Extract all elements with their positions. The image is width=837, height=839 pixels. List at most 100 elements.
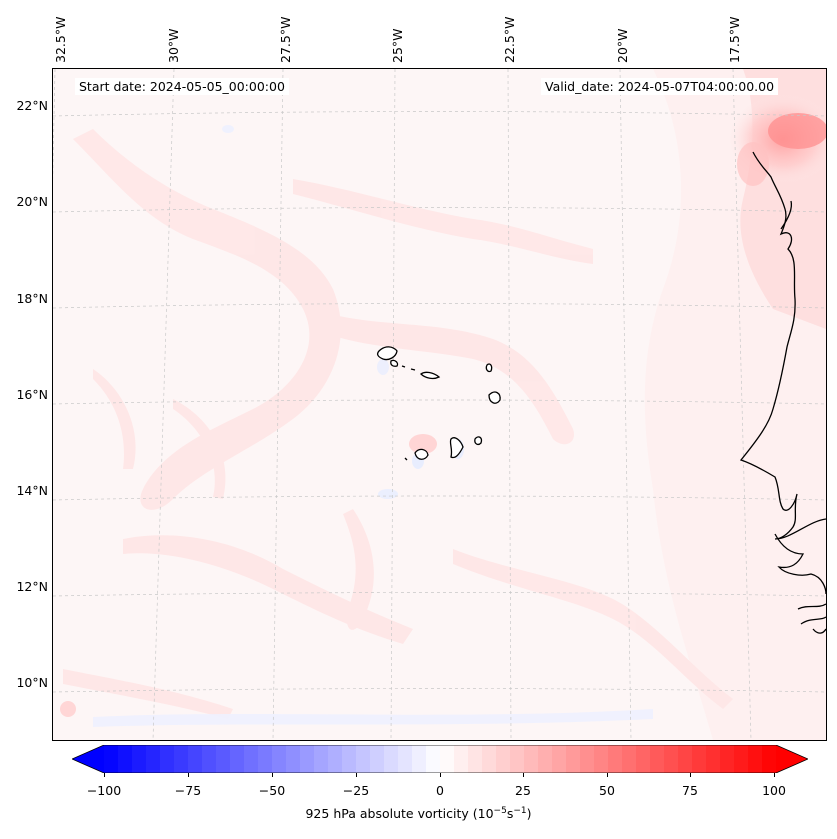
island-brava: [404, 457, 408, 461]
vorticity-map: [53, 69, 826, 740]
valid-date-label: Valid_date: 2024-05-07T04:00:00.00: [541, 78, 779, 95]
lat-label-14n: 14°N: [16, 483, 48, 498]
colorbar-level: [720, 745, 735, 773]
colorbar-level: [706, 745, 721, 773]
island-sao-vicente: [390, 359, 399, 367]
coastline: [739, 151, 826, 634]
colorbar-graphic: [71, 744, 809, 774]
colorbar-level: [286, 745, 301, 773]
colorbar-level: [202, 745, 217, 773]
colorbar: [71, 744, 809, 774]
colorbar-level: [636, 745, 651, 773]
colorbar-level: [580, 745, 595, 773]
colorbar-level: [440, 745, 455, 773]
lat-label-12n: 12°N: [16, 579, 48, 594]
island-fogo: [414, 448, 429, 460]
colorbar-tickmark: [272, 773, 273, 777]
colorbar-level: [692, 745, 707, 773]
colorbar-level: [678, 745, 693, 773]
colorbar-level: [510, 745, 525, 773]
island-santo-antao: [376, 346, 398, 361]
colorbar-level: [412, 745, 427, 773]
colorbar-level: [104, 745, 119, 773]
lon-label-17-5w: 17.5°W: [727, 16, 742, 63]
colorbar-level: [608, 745, 623, 773]
vorticity-blob: [409, 434, 437, 454]
colorbar-level: [244, 745, 259, 773]
cape-verde-islands: [376, 346, 501, 461]
lat-label-20n: 20°N: [16, 194, 48, 209]
colorbar-tick-label: −25: [342, 783, 370, 798]
colorbar-tick-label: −50: [258, 783, 286, 798]
island-maio: [474, 436, 483, 446]
colorbar-level: [664, 745, 679, 773]
lat-label-16n: 16°N: [16, 387, 48, 402]
colorbar-level: [370, 745, 385, 773]
colorbar-level: [482, 745, 497, 773]
island-sao-nicolau-w: [410, 368, 416, 371]
colorbar-level: [594, 745, 609, 773]
colorbar-tick-label: 75: [682, 783, 698, 798]
colorbar-tick-label: −100: [86, 783, 122, 798]
colorbar-tick-label: 25: [515, 783, 531, 798]
colorbar-tickmark: [774, 773, 775, 777]
colorbar-level: [538, 745, 553, 773]
colorbar-level: [552, 745, 567, 773]
colorbar-level: [524, 745, 539, 773]
colorbar-level: [118, 745, 133, 773]
lon-label-22-5w: 22.5°W: [502, 16, 517, 63]
island-boa-vista: [488, 391, 501, 404]
colorbar-level: [230, 745, 245, 773]
island-santa-luzia: [401, 365, 406, 368]
colorbar-tick-label: 0: [436, 783, 444, 798]
lon-label-20w: 20°W: [615, 28, 630, 63]
colorbar-tickmark: [440, 773, 441, 777]
colorbar-level: [426, 745, 441, 773]
lon-label-27-5w: 27.5°W: [278, 16, 293, 63]
colorbar-level: [328, 745, 343, 773]
colorbar-tickmark: [188, 773, 189, 777]
colorbar-level: [342, 745, 357, 773]
island-sao-nicolau: [420, 371, 441, 380]
colorbar-level: [314, 745, 329, 773]
colorbar-label: 925 hPa absolute vorticity (10−5s−1): [305, 806, 532, 822]
lat-label-22n: 22°N: [16, 98, 48, 113]
colorbar-tick-label: 100: [762, 783, 786, 798]
gridlines: [53, 69, 826, 740]
map-area[interactable]: [52, 68, 827, 741]
colorbar-extend-min: [72, 745, 104, 773]
lon-label-25w: 25°W: [390, 28, 405, 63]
lat-label-10n: 10°N: [16, 675, 48, 690]
start-date-label: Start date: 2024-05-05_00:00:00: [75, 78, 289, 95]
colorbar-level: [762, 745, 777, 773]
colorbar-tick-label: 50: [599, 783, 615, 798]
colorbar-level: [132, 745, 147, 773]
colorbar-tickmark: [523, 773, 524, 777]
colorbar-level: [734, 745, 749, 773]
colorbar-extend-max: [776, 745, 808, 773]
colorbar-tickmark: [104, 773, 105, 777]
lat-label-18n: 18°N: [16, 291, 48, 306]
colorbar-level: [174, 745, 189, 773]
colorbar-level: [216, 745, 231, 773]
colorbar-level: [650, 745, 665, 773]
colorbar-tickmark: [607, 773, 608, 777]
colorbar-level: [188, 745, 203, 773]
lon-label-32-5w: 32.5°W: [53, 16, 68, 63]
colorbar-level: [398, 745, 413, 773]
colorbar-level: [272, 745, 287, 773]
colorbar-level: [356, 745, 371, 773]
colorbar-level: [566, 745, 581, 773]
vorticity-field: [63, 69, 826, 740]
lon-label-30w: 30°W: [166, 28, 181, 63]
colorbar-level: [146, 745, 161, 773]
colorbar-level: [622, 745, 637, 773]
colorbar-level: [160, 745, 175, 773]
colorbar-level: [496, 745, 511, 773]
colorbar-tickmark: [356, 773, 357, 777]
colorbar-level: [468, 745, 483, 773]
island-sal: [485, 363, 493, 373]
colorbar-level: [300, 745, 315, 773]
island-santiago: [449, 437, 464, 459]
colorbar-level: [258, 745, 273, 773]
